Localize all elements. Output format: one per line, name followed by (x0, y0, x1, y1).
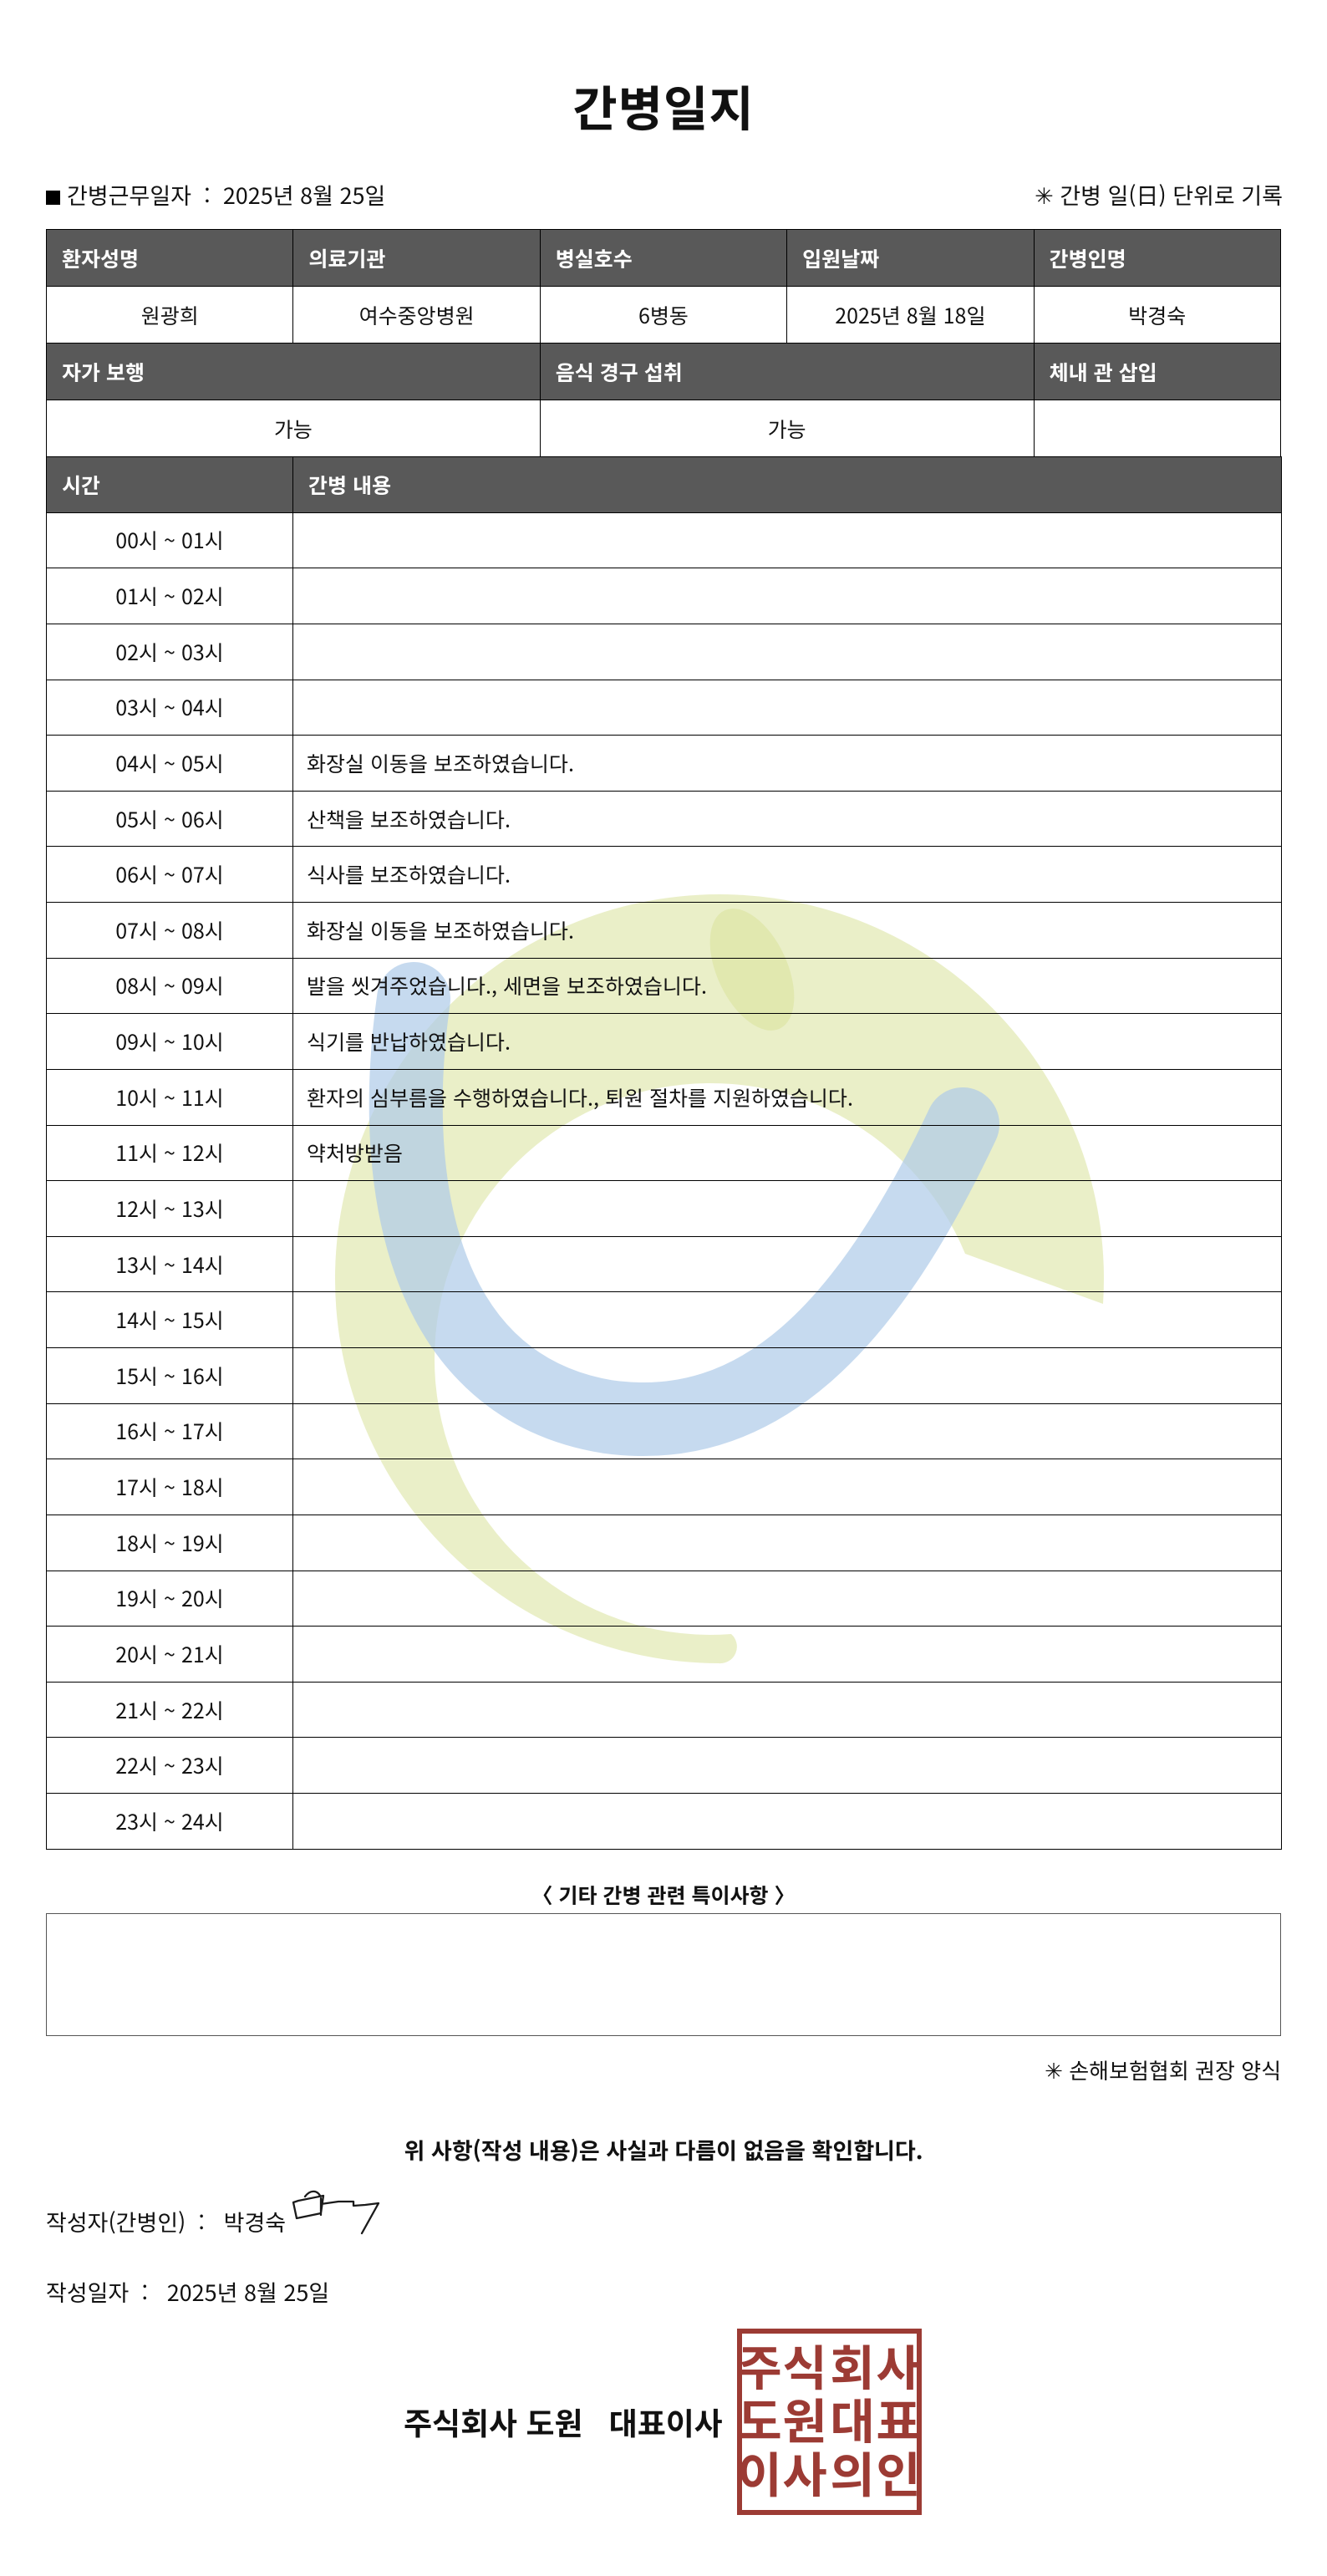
svg-text:이: 이 (737, 2436, 781, 2507)
svg-text:인: 인 (876, 2436, 920, 2507)
svg-text:사: 사 (782, 2436, 826, 2507)
svg-text:의: 의 (830, 2436, 874, 2507)
